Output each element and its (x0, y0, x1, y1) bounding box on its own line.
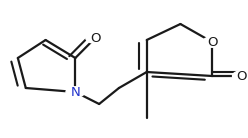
Text: O: O (237, 70, 247, 83)
Circle shape (233, 71, 248, 81)
Text: O: O (207, 35, 217, 48)
Text: N: N (70, 86, 80, 99)
Circle shape (203, 37, 221, 47)
Circle shape (66, 87, 85, 97)
Text: O: O (90, 31, 100, 44)
Circle shape (86, 33, 104, 43)
